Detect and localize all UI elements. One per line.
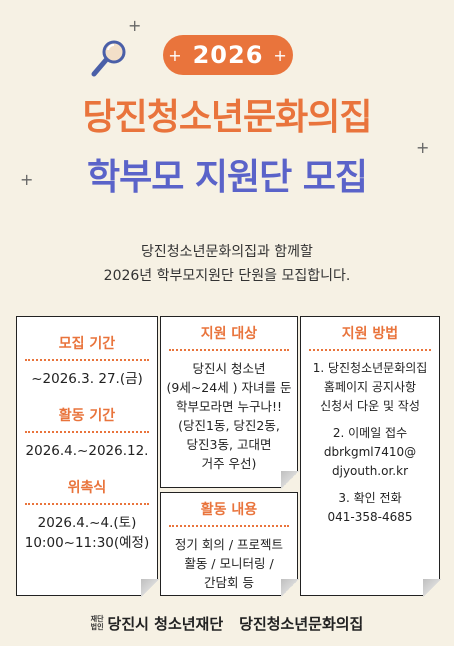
recruit-period-label: 모집 기간 <box>58 336 116 352</box>
foundation-mark: 재단 법인 <box>90 615 104 631</box>
target-line: (당진1동, 당진2동, <box>178 418 280 433</box>
target-line: 거주 우선) <box>201 456 257 471</box>
target-label: 지원 대상 <box>200 326 258 342</box>
phone-number: 041-358-4685 <box>327 510 413 524</box>
method-step1-line: 홈페이지 공지사항 <box>323 380 417 394</box>
plus-icon: + <box>273 45 288 65</box>
activities-card: 활동 내용 정기 회의 / 프로젝트 활동 / 모니터링 / 간담회 등 <box>160 492 299 597</box>
email-address: dbrkgml7410@ <box>323 445 417 459</box>
recruit-period-value: ~2026.3. 27.(금) <box>31 371 143 387</box>
page-fold <box>280 470 299 489</box>
divider <box>309 349 431 351</box>
email-address: djyouth.or.kr <box>332 464 408 478</box>
year-text: 2026 <box>192 41 264 69</box>
method-step2-line: 2. 이메일 접수 <box>332 426 408 440</box>
page-fold <box>280 578 299 597</box>
center-logo: 당진청소년문화의집 <box>239 613 363 634</box>
sparkle-icon: + <box>128 16 142 35</box>
activity-period-value: 2026.4.~2026.12. <box>25 443 149 459</box>
target-line: 당진3동, 고대면 <box>186 437 272 452</box>
magnifier-icon <box>91 40 126 77</box>
sparkle-icon: + <box>416 138 430 157</box>
target-line: 당진시 청소년 <box>192 361 266 376</box>
divider <box>25 359 149 361</box>
divider <box>25 503 149 505</box>
page-fold <box>140 578 159 597</box>
plus-icon: + <box>168 45 183 65</box>
activities-label: 활동 내용 <box>200 502 258 518</box>
ceremony-label: 위촉식 <box>67 480 107 496</box>
method-step1-line: 신청서 다운 및 작성 <box>320 399 420 413</box>
ceremony-time: 10:00~11:30(예정) <box>24 535 150 551</box>
target-line: 학부모라면 누구나!! <box>176 399 282 414</box>
intro-line-1: 당진청소년문화의집과 함께할 <box>141 244 313 260</box>
intro-text: 당진청소년문화의집과 함께할 2026년 학부모지원단 단원을 모집합니다. <box>0 240 454 288</box>
foundation-logo: 재단 법인 당진시 청소년재단 <box>91 613 224 634</box>
schedule-card: 모집 기간 ~2026.3. 27.(금) 활동 기간 2026.4.~2026… <box>16 316 159 597</box>
activities-line: 정기 회의 / 프로젝트 <box>174 537 284 552</box>
target-card: 지원 대상 당진시 청소년 (9세~24세 ) 자녀를 둔 학부모라면 누구나!… <box>160 316 299 489</box>
title-org: 당진청소년문화의집 <box>82 97 372 138</box>
target-line: (9세~24세 ) 자녀를 둔 <box>166 380 292 395</box>
method-step1-line: 1. 당진청소년문화의집 <box>312 361 428 375</box>
divider <box>169 349 289 351</box>
page-fold <box>422 578 441 597</box>
method-step3-line: 3. 확인 전화 <box>338 491 402 505</box>
method-card: 지원 방법 1. 당진청소년문화의집 홈페이지 공지사항 신청서 다운 및 작성… <box>300 316 441 597</box>
title-recruit: 학부모 지원단 모집 <box>86 157 368 198</box>
sparkle-icon: + <box>20 170 34 189</box>
method-label: 지원 방법 <box>341 326 399 342</box>
year-badge: + 2026 + <box>163 35 293 75</box>
divider <box>169 525 289 527</box>
foundation-name: 당진시 청소년재단 <box>107 614 224 633</box>
activities-line: 활동 / 모니터링 / <box>184 556 274 571</box>
center-name: 당진청소년문화의집 <box>239 614 364 633</box>
intro-line-2: 2026년 학부모지원단 단원을 모집합니다. <box>103 268 351 284</box>
activities-line: 간담회 등 <box>204 575 254 590</box>
activity-period-label: 활동 기간 <box>58 408 116 424</box>
footer-logos: 재단 법인 당진시 청소년재단 당진청소년문화의집 <box>0 608 454 638</box>
ceremony-date: 2026.4.~4.(토) <box>37 515 137 531</box>
divider <box>25 431 149 433</box>
